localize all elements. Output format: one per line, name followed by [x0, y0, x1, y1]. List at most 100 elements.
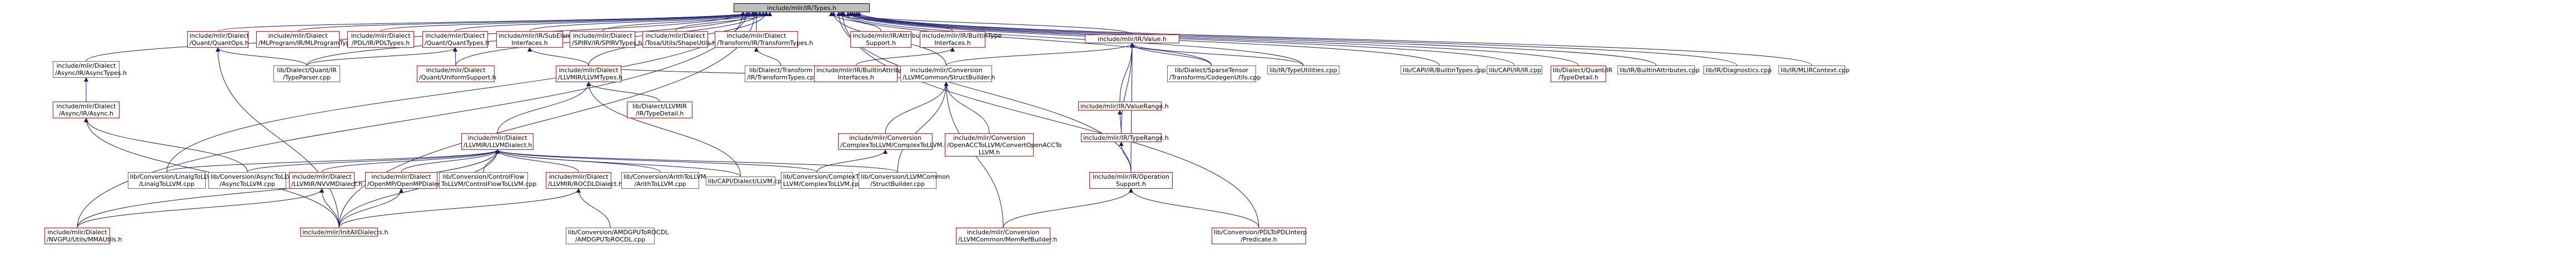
node-all-dialects[interactable]: include/mlir/InitAllDialects.h — [300, 228, 388, 236]
node-async-h[interactable]: include/mlir/Dialect/Async/IR/Async.h — [53, 102, 119, 118]
dependency-edge — [495, 149, 741, 177]
dependency-edge — [166, 12, 749, 173]
dependency-edge — [338, 188, 403, 228]
dependency-edge — [855, 47, 955, 66]
node-nvvm-dialect[interactable]: include/mlir/Dialect/LLVMIR/NVVMDialect.… — [289, 172, 362, 189]
dependency-edge — [754, 47, 781, 66]
dependency-edge — [495, 149, 898, 173]
node-sparse-codegen[interactable]: lib/Dialect/SparseTensor/Transforms/Code… — [1167, 66, 1260, 82]
dependency-edge — [77, 188, 324, 228]
node-valuerange-h[interactable]: include/mlir/IR/ValueRange.h — [1078, 102, 1169, 110]
node-builtin-type-if[interactable]: include/mlir/IR/BuiltinType Interfaces.h — [920, 31, 1001, 48]
node-label-line: /OpenMP/OpenMPDialect.h — [367, 180, 450, 188]
dependency-edge — [586, 82, 660, 102]
node-label-line: include/mlir/Dialect — [645, 32, 705, 39]
node-quant-typeparser[interactable]: lib/Dialect/Quant/IR/TypeParser.cpp — [273, 66, 340, 82]
node-builtin-attrs[interactable]: lib/IR/BuiltinAttributes.cpp — [1617, 66, 1700, 74]
node-label-line: /Async/IR/Async.h — [58, 110, 114, 117]
node-nvgpu-mma[interactable]: include/mlir/Dialect/NVGPU/Utils/MMAUtil… — [44, 228, 122, 244]
node-label-line: include/mlir/IR/Types.h — [767, 4, 836, 12]
node-mlircontext[interactable]: lib/IR/MLIRContext.cpp — [1778, 66, 1850, 74]
dependency-edge — [841, 12, 1304, 66]
node-async-to-llvm[interactable]: lib/Conversion/AsyncToLLVM/AsyncToLLVM.c… — [208, 172, 297, 189]
node-label-line: /LLVMCommon/StructBuilder.h — [903, 74, 995, 81]
node-transform-cpp[interactable]: lib/Dialect/Transform/IR/TransformTypes.… — [745, 66, 818, 82]
node-spirv-types[interactable]: include/mlir/Dialect/SPIRV/IR/SPIRVTypes… — [570, 31, 642, 48]
node-label-line: /OpenACCToLLVM/ConvertOpenACCTo — [947, 141, 1062, 149]
node-diagnostics[interactable]: lib/IR/Diagnostics.cpp — [1703, 66, 1772, 74]
node-label-line: include/mlir/Dialect — [47, 229, 107, 236]
node-label-line: lib/CAPI/IR/BuiltinTypes.cpp — [1403, 66, 1486, 74]
node-label-line: /PDL/IR/PDLTypes.h — [351, 39, 410, 47]
dependency-edge — [297, 12, 755, 32]
node-label-line: lib/Conversion/ArithToLLVM — [624, 173, 706, 180]
node-linalg-to-llvm[interactable]: lib/Conversion/LinalgToLLVM/LinalgToLLVM… — [128, 172, 216, 189]
dependency-edge — [855, 12, 1737, 66]
node-label-line: include/mlir/Conversion — [953, 134, 1026, 142]
node-capi-ir[interactable]: lib/CAPI/IR/IR.cpp — [1487, 66, 1542, 74]
node-label-line: include/mlir/Dialect — [56, 103, 116, 110]
node-label-line: include/mlir/Conversion — [849, 134, 922, 142]
node-quant-uniform[interactable]: include/mlir/Dialect/Quant/UniformSuppor… — [417, 66, 496, 82]
node-openacc-h[interactable]: include/mlir/Conversion/OpenACCToLLVM/Co… — [945, 133, 1062, 157]
dependency-edge — [401, 149, 500, 173]
dependency-edge — [1119, 142, 1132, 173]
dependency-edge — [338, 188, 581, 228]
node-structbuilder-cpp[interactable]: lib/Conversion/LLVMCommon/StructBuilder.… — [859, 172, 950, 189]
node-typeutilities[interactable]: lib/IR/TypeUtilities.cpp — [1267, 66, 1339, 74]
node-subelement[interactable]: include/mlir/IR/SubElement Interfaces.h — [496, 31, 582, 48]
node-label-line: LLVM/ComplexToLLVM.cpp — [783, 180, 863, 188]
dependency-edge — [84, 118, 248, 173]
node-complex-to-llvm-h[interactable]: include/mlir/Conversion/ComplexToLLVM/Co… — [838, 133, 948, 150]
dependency-edge — [453, 47, 458, 66]
node-label-line: /Quant/QuantOps.h — [190, 39, 249, 47]
node-memref-builder[interactable]: include/mlir/Conversion/LLVMCommon/MemRe… — [956, 228, 1058, 244]
node-rocdl-dialect[interactable]: include/mlir/Dialect/LLVMIR/ROCDLDialect… — [546, 172, 622, 189]
node-transform-types[interactable]: include/mlir/Dialect/Transform/IR/Transf… — [715, 31, 813, 48]
node-label-line: Support.h — [1116, 180, 1146, 188]
node-label-line: lib/Conversion/PDLToPDLInterp — [1214, 229, 1307, 236]
dependency-edge — [216, 47, 340, 228]
dependency-edge — [1130, 43, 1212, 66]
node-openmp-dialect[interactable]: include/mlir/Dialect/OpenMP/OpenMPDialec… — [365, 172, 450, 189]
dependency-edge — [1130, 43, 1304, 66]
node-arith-to-llvm[interactable]: lib/Conversion/ArithToLLVM/ArithToLLVM.c… — [621, 172, 706, 189]
node-label-line: /TypeDetail.h — [1558, 74, 1598, 81]
node-cf-to-llvm[interactable]: lib/Conversion/ControlFlow ToLLVM/Control… — [439, 172, 536, 189]
node-quant-ops[interactable]: include/mlir/Dialect/Quant/QuantOps.h — [187, 31, 249, 48]
node-label-line: /LLVMCommon/MemRefBuilder.h — [958, 236, 1058, 243]
node-tosa-shape[interactable]: include/mlir/Dialect/Tosa/Utils/ShapeUti… — [642, 31, 716, 48]
node-label-line: lib/IR/MLIRContext.cpp — [1781, 66, 1850, 74]
dependency-edge — [944, 82, 990, 134]
node-structbuilder-h[interactable]: include/mlir/Conversion/LLVMCommon/Struc… — [900, 66, 995, 82]
node-label-line: /SPIRV/IR/SPIRVTypes.h — [572, 39, 642, 47]
node-llvm-types[interactable]: include/mlir/Dialect/LLVMIR/LLVMTypes.h — [556, 66, 622, 82]
node-builtin-attr-if[interactable]: include/mlir/IR/BuiltinAttribute Interfac… — [814, 66, 909, 82]
node-capi-llvm[interactable]: lib/CAPI/Dialect/LLVM.cpp — [706, 177, 785, 185]
node-label-line: include/mlir/Dialect — [425, 32, 485, 39]
node-pdl-interp[interactable]: lib/Conversion/PDLToPDLInterp/Predicate.… — [1212, 228, 1307, 244]
node-label-line: include/mlir/IR/TypeRange.h — [1083, 134, 1169, 142]
node-typerange-h[interactable]: include/mlir/IR/TypeRange.h — [1081, 133, 1169, 142]
dependency-edge — [1129, 188, 1259, 228]
node-label-line: /Quant/QuantTypes.h — [425, 39, 490, 47]
node-pdl-types[interactable]: include/mlir/Dialect/PDL/IR/PDLTypes.h — [347, 31, 414, 48]
node-label-line: Interfaces.h — [511, 39, 548, 47]
node-quant-types[interactable]: include/mlir/Dialect/Quant/QuantTypes.h — [422, 31, 490, 48]
node-complex-to-llvm-cpp[interactable]: lib/Conversion/ComplexTo LLVM/ComplexToLL… — [781, 172, 863, 189]
node-mlprogram[interactable]: include/mlir/Dialect/MLProgram/IR/MLProg… — [256, 31, 363, 48]
node-quant-typedetail[interactable]: lib/Dialect/Quant/IR/TypeDetail.h — [1551, 66, 1612, 82]
dependency-edge — [216, 47, 307, 66]
node-llvm-dialect[interactable]: include/mlir/Dialect/LLVMIR/LLVMDialect.… — [461, 133, 534, 150]
node-label-line: lib/IR/Diagnostics.cpp — [1706, 66, 1772, 74]
node-label-line: include/mlir/Dialect — [572, 32, 632, 39]
node-value-h[interactable]: include/mlir/IR/Value.h — [1085, 34, 1179, 43]
node-async-types[interactable]: include/mlir/Dialect/Async/IR/AsyncTypes… — [53, 61, 127, 78]
node-capi-builtin[interactable]: lib/CAPI/IR/BuiltinTypes.cpp — [1401, 66, 1486, 74]
node-op-support[interactable]: include/mlir/IR/Operation Support.h — [1089, 172, 1173, 189]
node-llvmir-typedetail[interactable]: lib/Dialect/LLVMIR/IR/TypeDetail.h — [627, 102, 692, 118]
dependency-edge — [217, 12, 751, 32]
node-attr-support[interactable]: include/mlir/IR/Attribute Support.h — [850, 31, 926, 48]
node-amdgpu-to-rocdl[interactable]: lib/Conversion/AMDGPUToROCDL/AMDGPUToROC… — [566, 228, 669, 244]
